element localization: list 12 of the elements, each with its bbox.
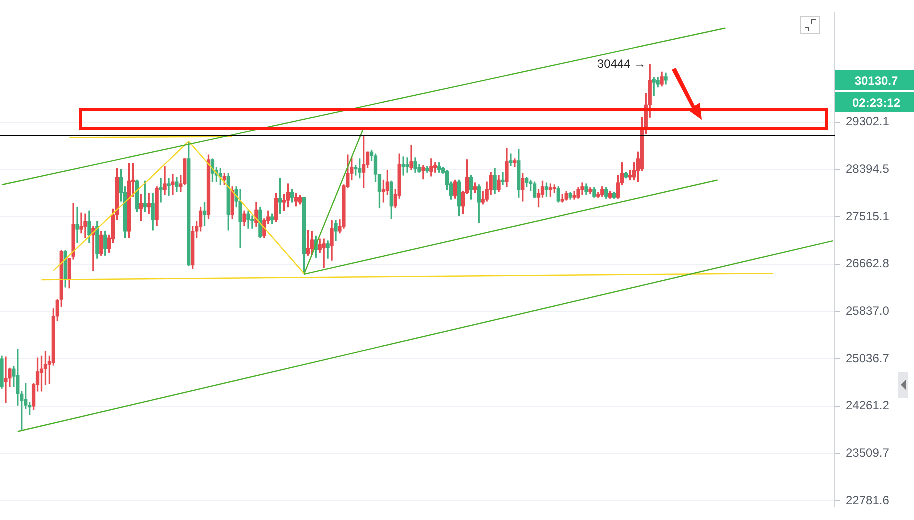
y-tick-label: 25837.0 (846, 304, 890, 318)
y-tick-label: 28394.5 (846, 162, 890, 176)
annotation: 30444 → (597, 57, 646, 72)
y-tick-label: 25036.7 (846, 351, 890, 366)
y-tick-label: 26662.8 (846, 256, 890, 271)
y-tick-label: 29302.1 (846, 114, 890, 129)
y-tick-label: 22781.6 (846, 493, 890, 508)
y-tick-label: 27515.1 (846, 209, 890, 224)
text: 30130.7 (854, 74, 899, 88)
y-tick-label: 24261.2 (846, 398, 890, 413)
text: 02:23:12 (852, 96, 901, 110)
y-tick-label: 23509.7 (846, 446, 890, 460)
